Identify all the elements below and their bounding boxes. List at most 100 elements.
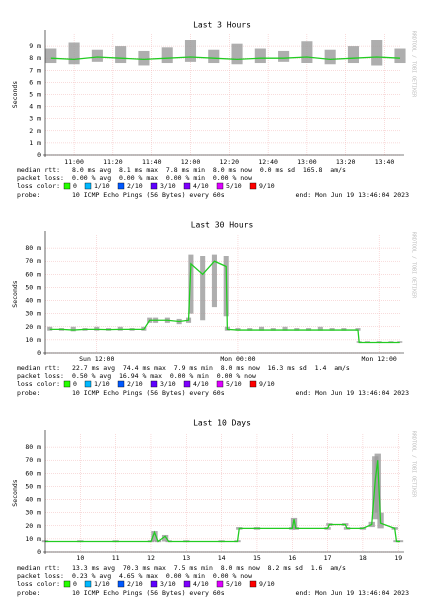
legend-entry: 4/10 <box>193 182 209 190</box>
y-tick-label: 7 m <box>29 66 41 74</box>
legend-entry: 2/10 <box>127 380 143 388</box>
y-tick-label: 6 m <box>29 78 41 86</box>
stat-label: packet loss: <box>17 372 64 380</box>
x-tick-label: Sun 12:00 <box>79 355 114 363</box>
x-tick-label: 12:00 <box>181 158 201 166</box>
watermark: RRDTOOL / TOBI OETIKER <box>411 431 417 498</box>
legend-entry: 0 <box>73 182 77 190</box>
x-tick-label: 12:20 <box>219 158 239 166</box>
y-tick-label: 60 m <box>25 270 41 278</box>
y-tick-label: 70 m <box>25 257 41 265</box>
legend-label: loss color: <box>17 580 60 588</box>
legend-swatch <box>249 580 257 588</box>
x-tick-label: Mon 12:00 <box>362 355 397 363</box>
y-tick-label: 0 <box>37 151 41 159</box>
legend-entry: 1/10 <box>94 182 110 190</box>
legend-swatch <box>249 182 257 190</box>
legend-entry: 3/10 <box>160 182 176 190</box>
x-tick-label: 18 <box>359 554 367 562</box>
stat-values: 0.50 % avg 16.94 % max 0.00 % min 0.00 %… <box>72 372 256 380</box>
x-tick-label: 14 <box>218 554 226 562</box>
stat-label: median rtt: <box>17 364 60 372</box>
legend-entry: 4/10 <box>193 580 209 588</box>
legend-swatch <box>183 580 191 588</box>
legend-swatch <box>150 182 158 190</box>
median-line <box>45 460 400 543</box>
legend-entry: 4/10 <box>193 380 209 388</box>
legend-entry: 5/10 <box>226 182 242 190</box>
y-tick-label: 1 m <box>29 139 41 147</box>
legend-swatch <box>216 182 224 190</box>
legend-swatch <box>216 580 224 588</box>
y-tick-label: 70 m <box>25 456 41 464</box>
chart-title: Last 3 Hours <box>193 21 251 30</box>
legend-entry: 5/10 <box>226 580 242 588</box>
legend-swatch <box>117 380 125 388</box>
y-tick-label: 40 m <box>25 297 41 305</box>
stat-label: packet loss: <box>17 572 64 580</box>
y-tick-label: 10 m <box>25 535 41 543</box>
legend-entry: 3/10 <box>160 580 176 588</box>
legend-entry: 9/10 <box>259 580 275 588</box>
end-time: end: Mon Jun 19 13:46:04 2023 <box>296 589 410 597</box>
legend-entry: 5/10 <box>226 380 242 388</box>
y-tick-label: 10 m <box>25 336 41 344</box>
legend-entry: 1/10 <box>94 580 110 588</box>
legend-swatch <box>150 580 158 588</box>
probe-label: probe: <box>17 191 40 199</box>
legend-entry: 1/10 <box>94 380 110 388</box>
y-axis-label: Seconds <box>11 479 19 506</box>
stat-values: 8.0 ms avg 8.1 ms max 7.8 ms min 8.0 ms … <box>72 166 346 174</box>
y-tick-label: 50 m <box>25 482 41 490</box>
probe-text: 10 ICMP Echo Pings (56 Bytes) every 60s <box>72 389 225 397</box>
y-tick-label: 40 m <box>25 496 41 504</box>
chart-title: Last 10 Days <box>193 419 251 428</box>
legend-entry: 2/10 <box>127 580 143 588</box>
legend-swatch <box>183 182 191 190</box>
y-tick-label: 0 <box>37 548 41 556</box>
legend-swatch <box>150 380 158 388</box>
legend-swatch <box>183 380 191 388</box>
probe-label: probe: <box>17 589 40 597</box>
x-tick-label: 11:40 <box>142 158 162 166</box>
y-tick-label: 20 m <box>25 323 41 331</box>
y-tick-label: 9 m <box>29 42 41 50</box>
legend-swatch <box>84 580 92 588</box>
x-tick-label: 11:20 <box>103 158 123 166</box>
y-tick-label: 8 m <box>29 54 41 62</box>
x-tick-label: 11:00 <box>64 158 84 166</box>
y-tick-label: 5 m <box>29 91 41 99</box>
legend-entry: 0 <box>73 580 77 588</box>
y-tick-label: 30 m <box>25 310 41 318</box>
legend-entry: 2/10 <box>127 182 143 190</box>
x-tick-label: 13:40 <box>375 158 395 166</box>
legend-entry: 0 <box>73 380 77 388</box>
end-time: end: Mon Jun 19 13:46:04 2023 <box>296 191 410 199</box>
x-tick-label: 15 <box>253 554 261 562</box>
legend-swatch <box>117 580 125 588</box>
x-tick-label: 10 <box>76 554 84 562</box>
y-tick-label: 60 m <box>25 469 41 477</box>
legend-entry: 3/10 <box>160 380 176 388</box>
y-tick-label: 2 m <box>29 127 41 135</box>
stat-label: median rtt: <box>17 564 60 572</box>
x-tick-label: 12 <box>147 554 155 562</box>
legend-swatch <box>63 380 71 388</box>
stat-values: 0.23 % avg 4.65 % max 0.00 % min 0.00 % … <box>72 572 252 580</box>
x-tick-label: Mon 00:00 <box>220 355 255 363</box>
x-tick-label: 12:40 <box>258 158 278 166</box>
probe-text: 10 ICMP Echo Pings (56 Bytes) every 60s <box>72 191 225 199</box>
stat-values: 13.3 ms avg 70.3 ms max 7.5 ms min 8.0 m… <box>72 564 346 572</box>
legend-swatch <box>63 182 71 190</box>
stat-label: median rtt: <box>17 166 60 174</box>
legend-entry: 9/10 <box>259 182 275 190</box>
y-tick-label: 3 m <box>29 115 41 123</box>
x-tick-label: 13 <box>182 554 190 562</box>
stat-label: packet loss: <box>17 174 64 182</box>
probe-text: 10 ICMP Echo Pings (56 Bytes) every 60s <box>72 589 225 597</box>
chart-title: Last 30 Hours <box>191 221 254 230</box>
legend-swatch <box>84 182 92 190</box>
median-line <box>50 56 401 61</box>
